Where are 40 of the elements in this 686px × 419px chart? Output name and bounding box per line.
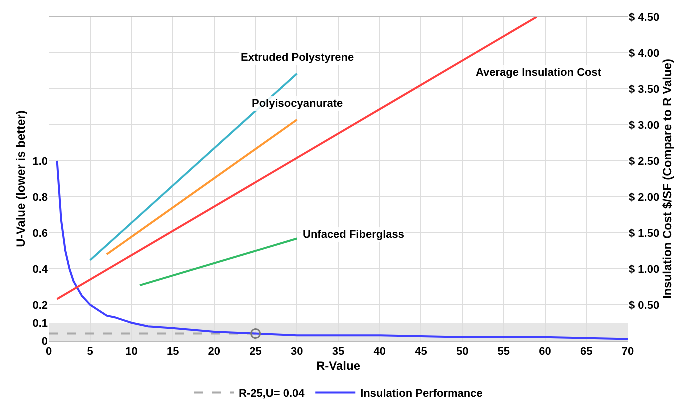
- y2-tick-label: $ 0.50: [629, 300, 660, 312]
- series-label: Polyisocyanurate: [252, 98, 344, 110]
- series-label: Unfaced Fiberglass: [303, 229, 404, 241]
- y-axis-title: U-Value (lower is better): [14, 110, 28, 248]
- x-tick-label: 60: [539, 346, 552, 358]
- series-label: Average Insulation Cost: [476, 67, 602, 79]
- y2-tick-label: $ 1.50: [629, 228, 660, 240]
- y-tick-label: 0.6: [32, 228, 48, 240]
- x-tick-label: 30: [291, 346, 304, 358]
- x-tick-label: 45: [415, 346, 428, 358]
- y2-tick-label: $ 2.00: [629, 192, 660, 204]
- y-tick-label: 0.4: [32, 264, 49, 276]
- y2-tick-label: $ 4.50: [629, 12, 660, 24]
- y2-tick-label: $ 3.50: [629, 84, 660, 96]
- x-tick-label: 55: [498, 346, 510, 358]
- y2-tick-label: $ 4.00: [629, 48, 660, 60]
- x-axis-title: R-Value: [316, 359, 361, 374]
- y-tick-label: 0.8: [32, 192, 48, 204]
- y-tick-label: 0: [42, 336, 48, 348]
- x-tick-label: 70: [622, 346, 634, 358]
- x-tick-label: 10: [126, 346, 138, 358]
- legend-label: Insulation Performance: [360, 388, 483, 400]
- x-tick-label: 25: [250, 346, 262, 358]
- line-series: [56, 160, 628, 340]
- y2-tick-label: $ 3.00: [629, 120, 660, 132]
- series-label: Extruded Polystyrene: [241, 52, 354, 64]
- x-tick-label: 15: [166, 346, 180, 358]
- y2-tick-label: $ 1.00: [629, 264, 660, 276]
- legend-label: R-25,U= 0.04: [239, 388, 306, 400]
- x-tick-label: 35: [332, 346, 345, 358]
- x-tick-label: 65: [580, 346, 593, 358]
- x-tick-label: 40: [374, 346, 386, 358]
- x-tick-label: 50: [456, 346, 469, 358]
- y-tick-label: 1.0: [32, 156, 48, 168]
- x-tick-label: 5: [87, 346, 94, 358]
- x-tick-label: 20: [208, 346, 221, 358]
- y-tick-label: 0.1: [32, 318, 48, 330]
- y-tick-label: 0.2: [32, 300, 48, 312]
- y2-axis-title: Insulation Cost $/SF (Compare to R Value): [660, 58, 674, 300]
- y2-tick-label: $ 2.50: [629, 156, 660, 168]
